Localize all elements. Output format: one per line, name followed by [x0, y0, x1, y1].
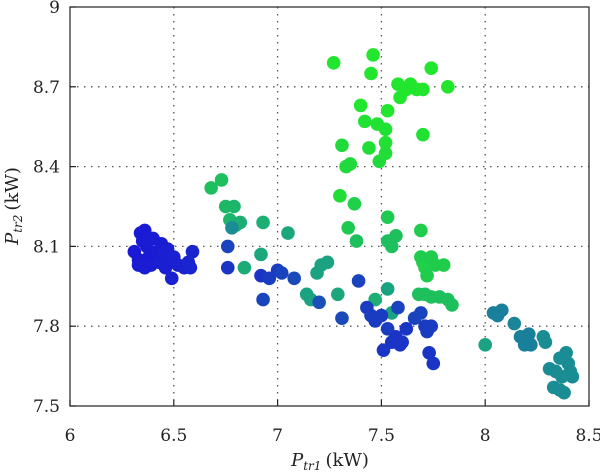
data-point	[414, 223, 428, 238]
data-point	[364, 66, 378, 81]
data-point	[507, 316, 522, 331]
data-point	[333, 189, 347, 203]
data-point	[353, 98, 368, 113]
data-point	[362, 141, 376, 155]
data-point	[565, 369, 580, 384]
data-point	[351, 274, 366, 288]
data-point	[391, 300, 405, 315]
data-points	[127, 48, 580, 400]
data-point	[183, 260, 198, 275]
data-point	[380, 282, 395, 296]
data-point	[416, 82, 430, 97]
y-tick-label: 8.4	[33, 158, 60, 178]
data-point	[424, 319, 439, 334]
y-tick-label: 8.7	[33, 78, 60, 98]
data-point	[357, 114, 372, 129]
y-tick-label: 8.1	[33, 237, 60, 257]
x-tick-label: 8	[480, 426, 491, 446]
data-point	[399, 322, 414, 336]
grid	[70, 7, 589, 406]
data-point	[414, 306, 428, 320]
data-point	[320, 255, 335, 270]
data-point	[335, 311, 349, 326]
axis-ticks	[69, 6, 590, 407]
x-tick-label: 7	[272, 426, 283, 446]
x-tick-label: 6	[65, 426, 76, 446]
data-point	[559, 346, 573, 360]
data-point	[366, 48, 380, 62]
data-point	[349, 234, 364, 248]
data-point	[347, 197, 362, 211]
data-point	[420, 268, 434, 283]
data-point	[185, 244, 200, 259]
data-point	[521, 327, 536, 341]
data-point	[436, 258, 451, 272]
y-tick-label: 9	[49, 0, 60, 18]
y-axis-unit: (kW)	[2, 167, 23, 210]
plot-frame	[69, 6, 590, 407]
y-tick-labels: 7.5 7.8 8.1 8.4 8.7 9	[33, 0, 60, 417]
x-axis-unit: (kW)	[325, 450, 368, 471]
data-point	[384, 239, 399, 254]
x-tick-labels: 6 6.5 7 7.5 8 8.5	[65, 426, 600, 446]
data-point	[256, 292, 270, 307]
data-point	[326, 56, 341, 70]
data-point	[225, 220, 239, 235]
data-point	[416, 127, 430, 142]
data-point	[389, 228, 403, 243]
data-point	[441, 80, 455, 94]
x-tick-label: 8.5	[575, 426, 600, 446]
data-point	[422, 346, 436, 360]
data-point	[287, 271, 302, 286]
x-axis-symbol: P	[290, 450, 304, 471]
data-point	[281, 226, 295, 240]
data-point	[424, 61, 439, 75]
x-axis-subscript: tr1	[303, 459, 321, 472]
data-point	[524, 338, 538, 352]
data-point	[378, 135, 393, 150]
data-point	[335, 138, 349, 153]
data-point	[395, 335, 409, 349]
data-point	[227, 199, 241, 214]
data-point	[331, 287, 345, 302]
data-point	[380, 103, 395, 118]
data-point	[204, 181, 218, 195]
x-axis-label: Ptr1 (kW)	[290, 450, 369, 472]
y-axis-symbol: P	[2, 232, 23, 246]
data-point	[341, 220, 355, 235]
y-tick-label: 7.8	[33, 317, 60, 337]
data-point	[131, 258, 146, 272]
data-point	[378, 146, 393, 161]
data-point	[237, 260, 252, 275]
y-tick-label: 7.5	[33, 397, 60, 417]
data-point	[220, 239, 235, 254]
data-point	[254, 247, 268, 262]
data-point	[312, 295, 326, 310]
x-tick-label: 7.5	[368, 426, 395, 446]
data-point	[495, 303, 509, 318]
data-point	[557, 385, 571, 400]
data-point	[274, 266, 289, 280]
data-point	[426, 356, 441, 371]
x-tick-label: 6.5	[160, 426, 187, 446]
data-point	[214, 173, 229, 187]
y-axis-label: Ptr2 (kW)	[2, 167, 25, 246]
data-point	[380, 210, 395, 224]
y-axis-subscript: tr2	[11, 215, 25, 233]
data-point	[374, 308, 389, 323]
data-point	[378, 122, 393, 137]
data-point	[220, 260, 235, 275]
data-point	[256, 215, 270, 230]
data-point	[445, 298, 459, 312]
data-point	[164, 271, 179, 286]
data-point	[478, 338, 493, 352]
data-point	[538, 335, 553, 349]
data-point	[343, 157, 358, 171]
